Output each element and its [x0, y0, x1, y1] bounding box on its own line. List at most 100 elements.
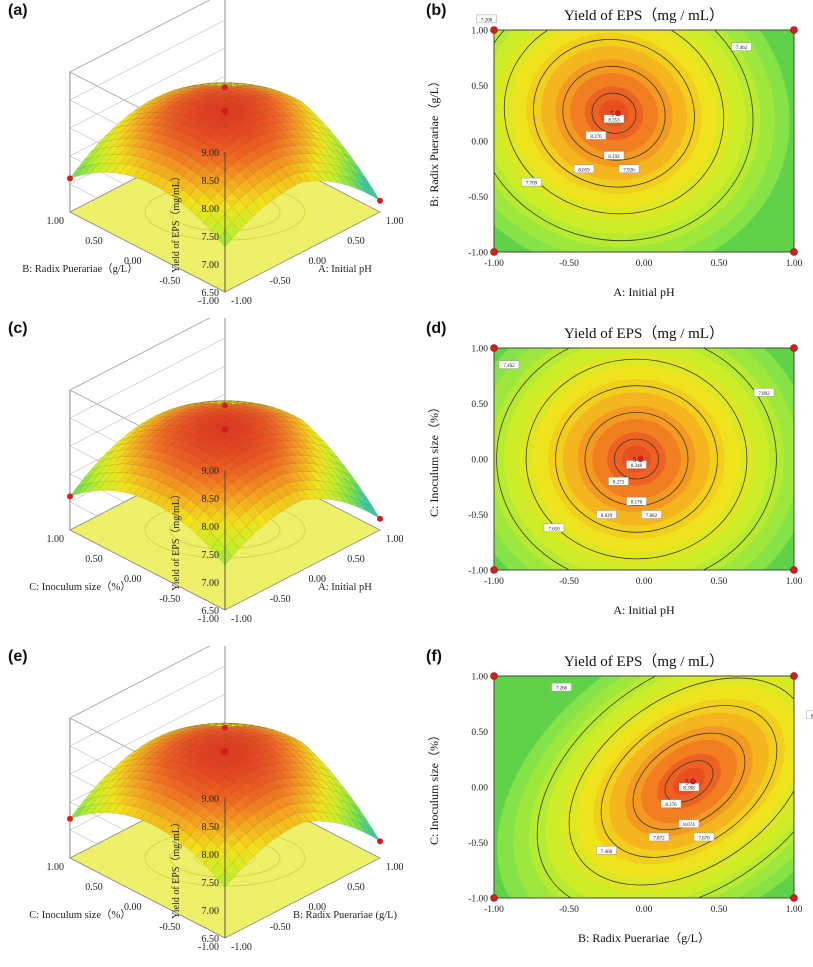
y-tick-label: 1.00 [47, 862, 65, 873]
design-point [67, 816, 73, 822]
y-tick-label: -0.50 [159, 922, 180, 933]
center-point-label: 5 [685, 778, 689, 786]
chart-title: Yield of EPS（mg / mL） [564, 653, 724, 670]
corner-point [491, 27, 498, 34]
x-tick-label: -0.50 [559, 905, 579, 915]
corner-point [791, 673, 798, 680]
panel-label: (b) [426, 2, 446, 20]
y-tick-label: 0.50 [85, 554, 103, 565]
panel-label: (f) [426, 648, 442, 666]
x-tick-label: 1.00 [386, 534, 404, 545]
x-tick-label: 0.50 [711, 259, 728, 269]
x-tick-label: 1.00 [386, 216, 404, 227]
x-tick-label: -1.00 [231, 614, 252, 625]
contour-label: 8.273 [613, 481, 625, 486]
y-tick-label: 0.50 [85, 236, 103, 247]
y-tick-label: -1.00 [468, 895, 488, 905]
design-point [377, 516, 383, 522]
x-tick-label: 0.00 [636, 905, 653, 915]
x-axis-label: A: Initial pH [318, 582, 372, 593]
contour-label: 7.670 [698, 836, 710, 841]
contour-label: 7.872 [653, 836, 665, 841]
x-tick-label: -1.00 [484, 577, 504, 587]
x-axis-label: B: Radix Puerariae (g/L) [293, 910, 398, 921]
z-tick-label: 9.00 [202, 466, 220, 477]
y-tick-label: 0.50 [471, 82, 488, 92]
corner-point [491, 567, 498, 574]
y-tick-label: -1.00 [198, 614, 219, 625]
y-tick-label: 0.50 [471, 728, 488, 738]
z-tick-label: 7.00 [202, 578, 220, 589]
contour-chart-f: Yield of EPS（mg / mL）8.3988.2768.0747.87… [406, 646, 813, 962]
center-point [690, 778, 696, 784]
design-point [67, 493, 73, 499]
z-axis-label: Yield of EPS（mg/mL） [170, 817, 182, 919]
z-tick-label: 7.00 [202, 260, 220, 271]
design-point [222, 725, 228, 731]
chart-title: Yield of EPS（mg / mL） [564, 7, 724, 24]
z-tick-label: 8.50 [202, 176, 220, 187]
z-axis-label: Yield of EPS（mg/mL） [170, 489, 182, 591]
x-tick-label: -1.00 [484, 905, 504, 915]
design-point [222, 748, 229, 755]
z-tick-label: 8.50 [202, 494, 220, 505]
z-tick-label: 8.00 [202, 522, 220, 533]
contour-label: 8.074 [683, 823, 695, 828]
corner-point [791, 249, 798, 256]
contour-chart-b: Yield of EPS（mg / mL）8.3538.2768.1928.05… [406, 0, 813, 310]
x-tick-label: -0.50 [270, 276, 291, 287]
contour-label: 8.353 [608, 118, 620, 123]
y-tick-label: 0.00 [471, 138, 488, 148]
y-axis-label: C: Inoculum size（%） [29, 581, 130, 593]
x-axis-label: A: Initial pH [318, 264, 372, 275]
x-axis-label: A: Initial pH [613, 603, 675, 617]
contour-label: 7.468 [601, 850, 613, 855]
z-tick-label: 9.00 [202, 794, 220, 805]
center-point-label: 5 [633, 456, 637, 464]
z-tick-label: 9.00 [202, 148, 220, 159]
x-axis-label: B: Radix Puerariae（g/L） [578, 931, 710, 945]
z-tick-label: 7.00 [202, 906, 220, 917]
y-tick-label: 1.00 [47, 216, 65, 227]
z-tick-label: 8.50 [202, 822, 220, 833]
y-tick-label: 0.00 [471, 456, 488, 466]
design-point [67, 175, 73, 181]
y-axis-label: B: Radix Puerariae（g/L） [427, 75, 441, 207]
center-point-label: 5 [610, 110, 614, 118]
contour-label: 8.192 [608, 155, 620, 160]
z-tick-label: 7.50 [202, 550, 220, 561]
y-tick-label: 1.00 [471, 345, 488, 355]
corner-point [491, 673, 498, 680]
corner-point [791, 27, 798, 34]
y-tick-label: 1.00 [47, 534, 65, 545]
x-axis-label: A: Initial pH [613, 285, 675, 299]
design-point [222, 426, 229, 433]
y-axis-label: B: Radix Puerariae（g/L） [22, 263, 137, 275]
contour-label: 8.398 [683, 787, 695, 792]
contour-label: 7.926 [623, 168, 635, 173]
contour-label: 7.462 [503, 364, 515, 369]
contour-label: 7.462 [736, 46, 748, 51]
design-point [222, 108, 229, 115]
x-tick-label: 0.50 [711, 905, 728, 915]
z-axis-label: Yield of EPS（mg/mL） [170, 171, 182, 273]
x-tick-label: 0.50 [347, 554, 365, 565]
x-tick-label: 1.00 [786, 577, 803, 587]
y-tick-label: -0.50 [159, 594, 180, 605]
x-tick-label: 0.00 [636, 259, 653, 269]
chart-title: Yield of EPS（mg / mL） [564, 325, 724, 342]
z-tick-label: 8.00 [202, 850, 220, 861]
y-tick-label: -0.50 [159, 276, 180, 287]
contour-chart-d: Yield of EPS（mg / mL）8.3468.2738.1768.02… [406, 318, 813, 628]
z-tick-label: 8.00 [202, 204, 220, 215]
corner-point [491, 895, 498, 902]
x-tick-label: 0.50 [347, 236, 365, 247]
x-tick-label: -0.50 [559, 577, 579, 587]
x-tick-label: -1.00 [231, 296, 252, 307]
